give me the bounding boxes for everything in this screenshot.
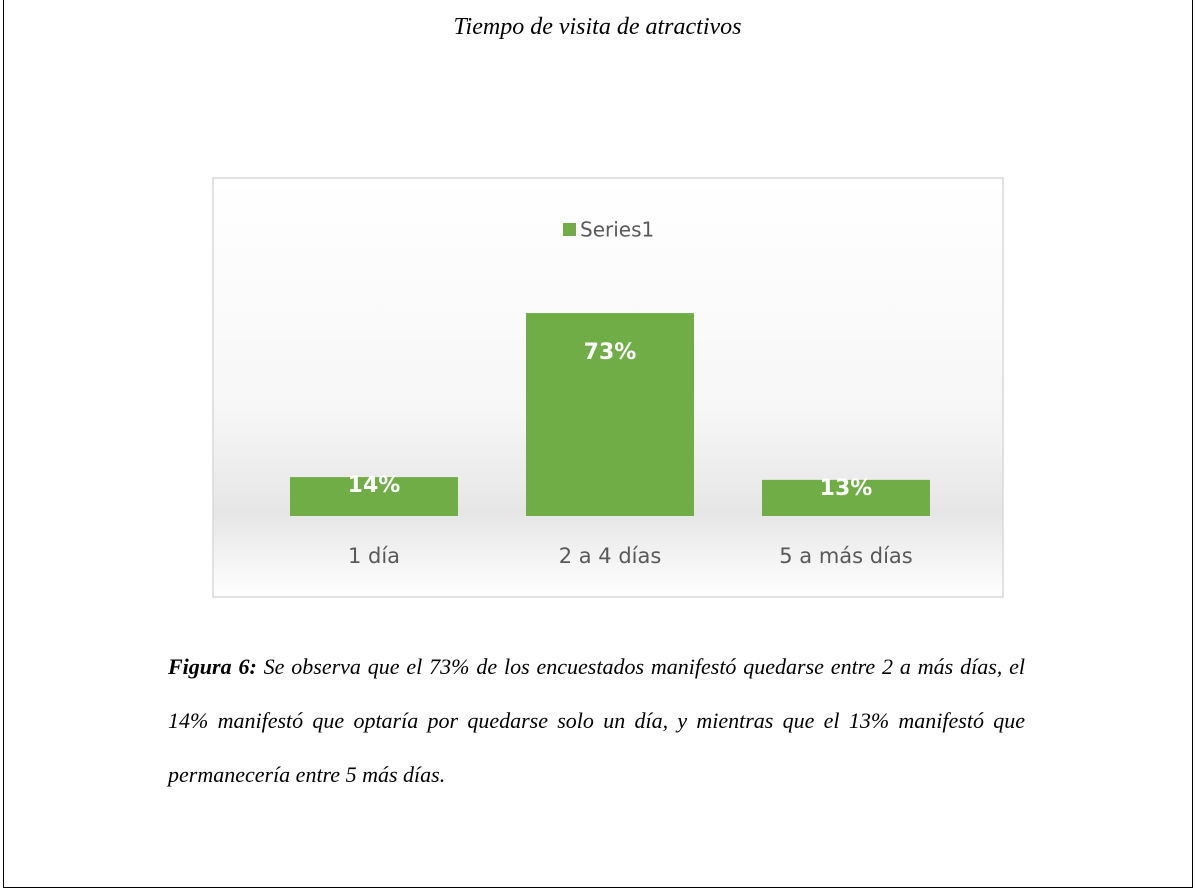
x-tick-label: 2 a 4 días xyxy=(559,544,662,568)
figure-caption: Figura 6: Se observa que el 73% de los e… xyxy=(168,640,1025,802)
caption-text: Se observa que el 73% de los encuestados… xyxy=(168,654,1025,787)
data-label: 13% xyxy=(820,476,873,501)
page-border xyxy=(3,0,1193,888)
legend-swatch xyxy=(563,223,576,236)
data-label: 73% xyxy=(584,340,637,365)
legend-label: Series1 xyxy=(580,218,654,242)
bar xyxy=(762,479,930,516)
caption-label: Figura 6: xyxy=(168,654,257,679)
bar xyxy=(290,477,458,516)
data-label: 14% xyxy=(348,473,401,498)
bar xyxy=(526,313,694,516)
x-tick-label: 1 día xyxy=(348,544,400,568)
chart-title: Tiempo de visita de atractivos xyxy=(453,14,742,40)
x-tick-label: 5 a más días xyxy=(779,544,913,568)
